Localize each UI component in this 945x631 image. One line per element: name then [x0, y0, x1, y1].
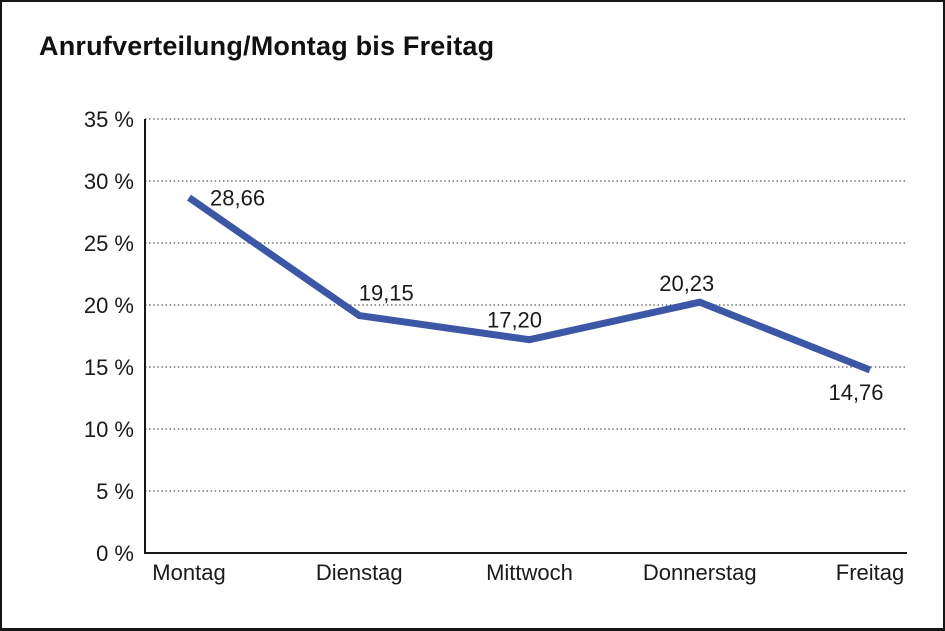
data-label: 14,76 [828, 380, 883, 405]
y-axis-label: 30 % [84, 169, 134, 194]
x-axis-label: Montag [152, 560, 225, 585]
y-axis-label: 0 % [96, 541, 134, 566]
y-axis-label: 10 % [84, 417, 134, 442]
x-axis-label: Dienstag [316, 560, 403, 585]
chart-title: Anrufverteilung/Montag bis Freitag [39, 31, 495, 61]
data-label: 20,23 [659, 271, 714, 296]
data-line [187, 194, 872, 374]
y-axis-label: 5 % [96, 479, 134, 504]
y-axis-label: 25 % [84, 231, 134, 256]
x-axis-label: Donnerstag [643, 560, 757, 585]
y-axis-label: 15 % [84, 355, 134, 380]
data-label: 28,66 [210, 186, 265, 211]
data-label: 17,20 [487, 308, 542, 333]
data-label: 19,15 [359, 281, 414, 306]
y-axis-label: 35 % [84, 107, 134, 132]
x-axis-label: Freitag [836, 560, 904, 585]
x-axis-label: Mittwoch [486, 560, 573, 585]
y-axis-label: 20 % [84, 293, 134, 318]
